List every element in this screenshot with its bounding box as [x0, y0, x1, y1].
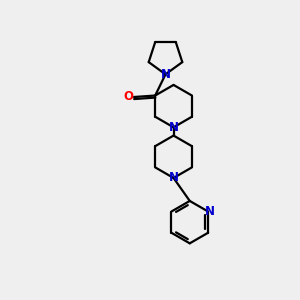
Text: N: N [205, 205, 214, 218]
Text: N: N [169, 121, 178, 134]
Text: O: O [124, 91, 134, 103]
Text: N: N [169, 172, 178, 184]
Text: N: N [160, 68, 170, 81]
